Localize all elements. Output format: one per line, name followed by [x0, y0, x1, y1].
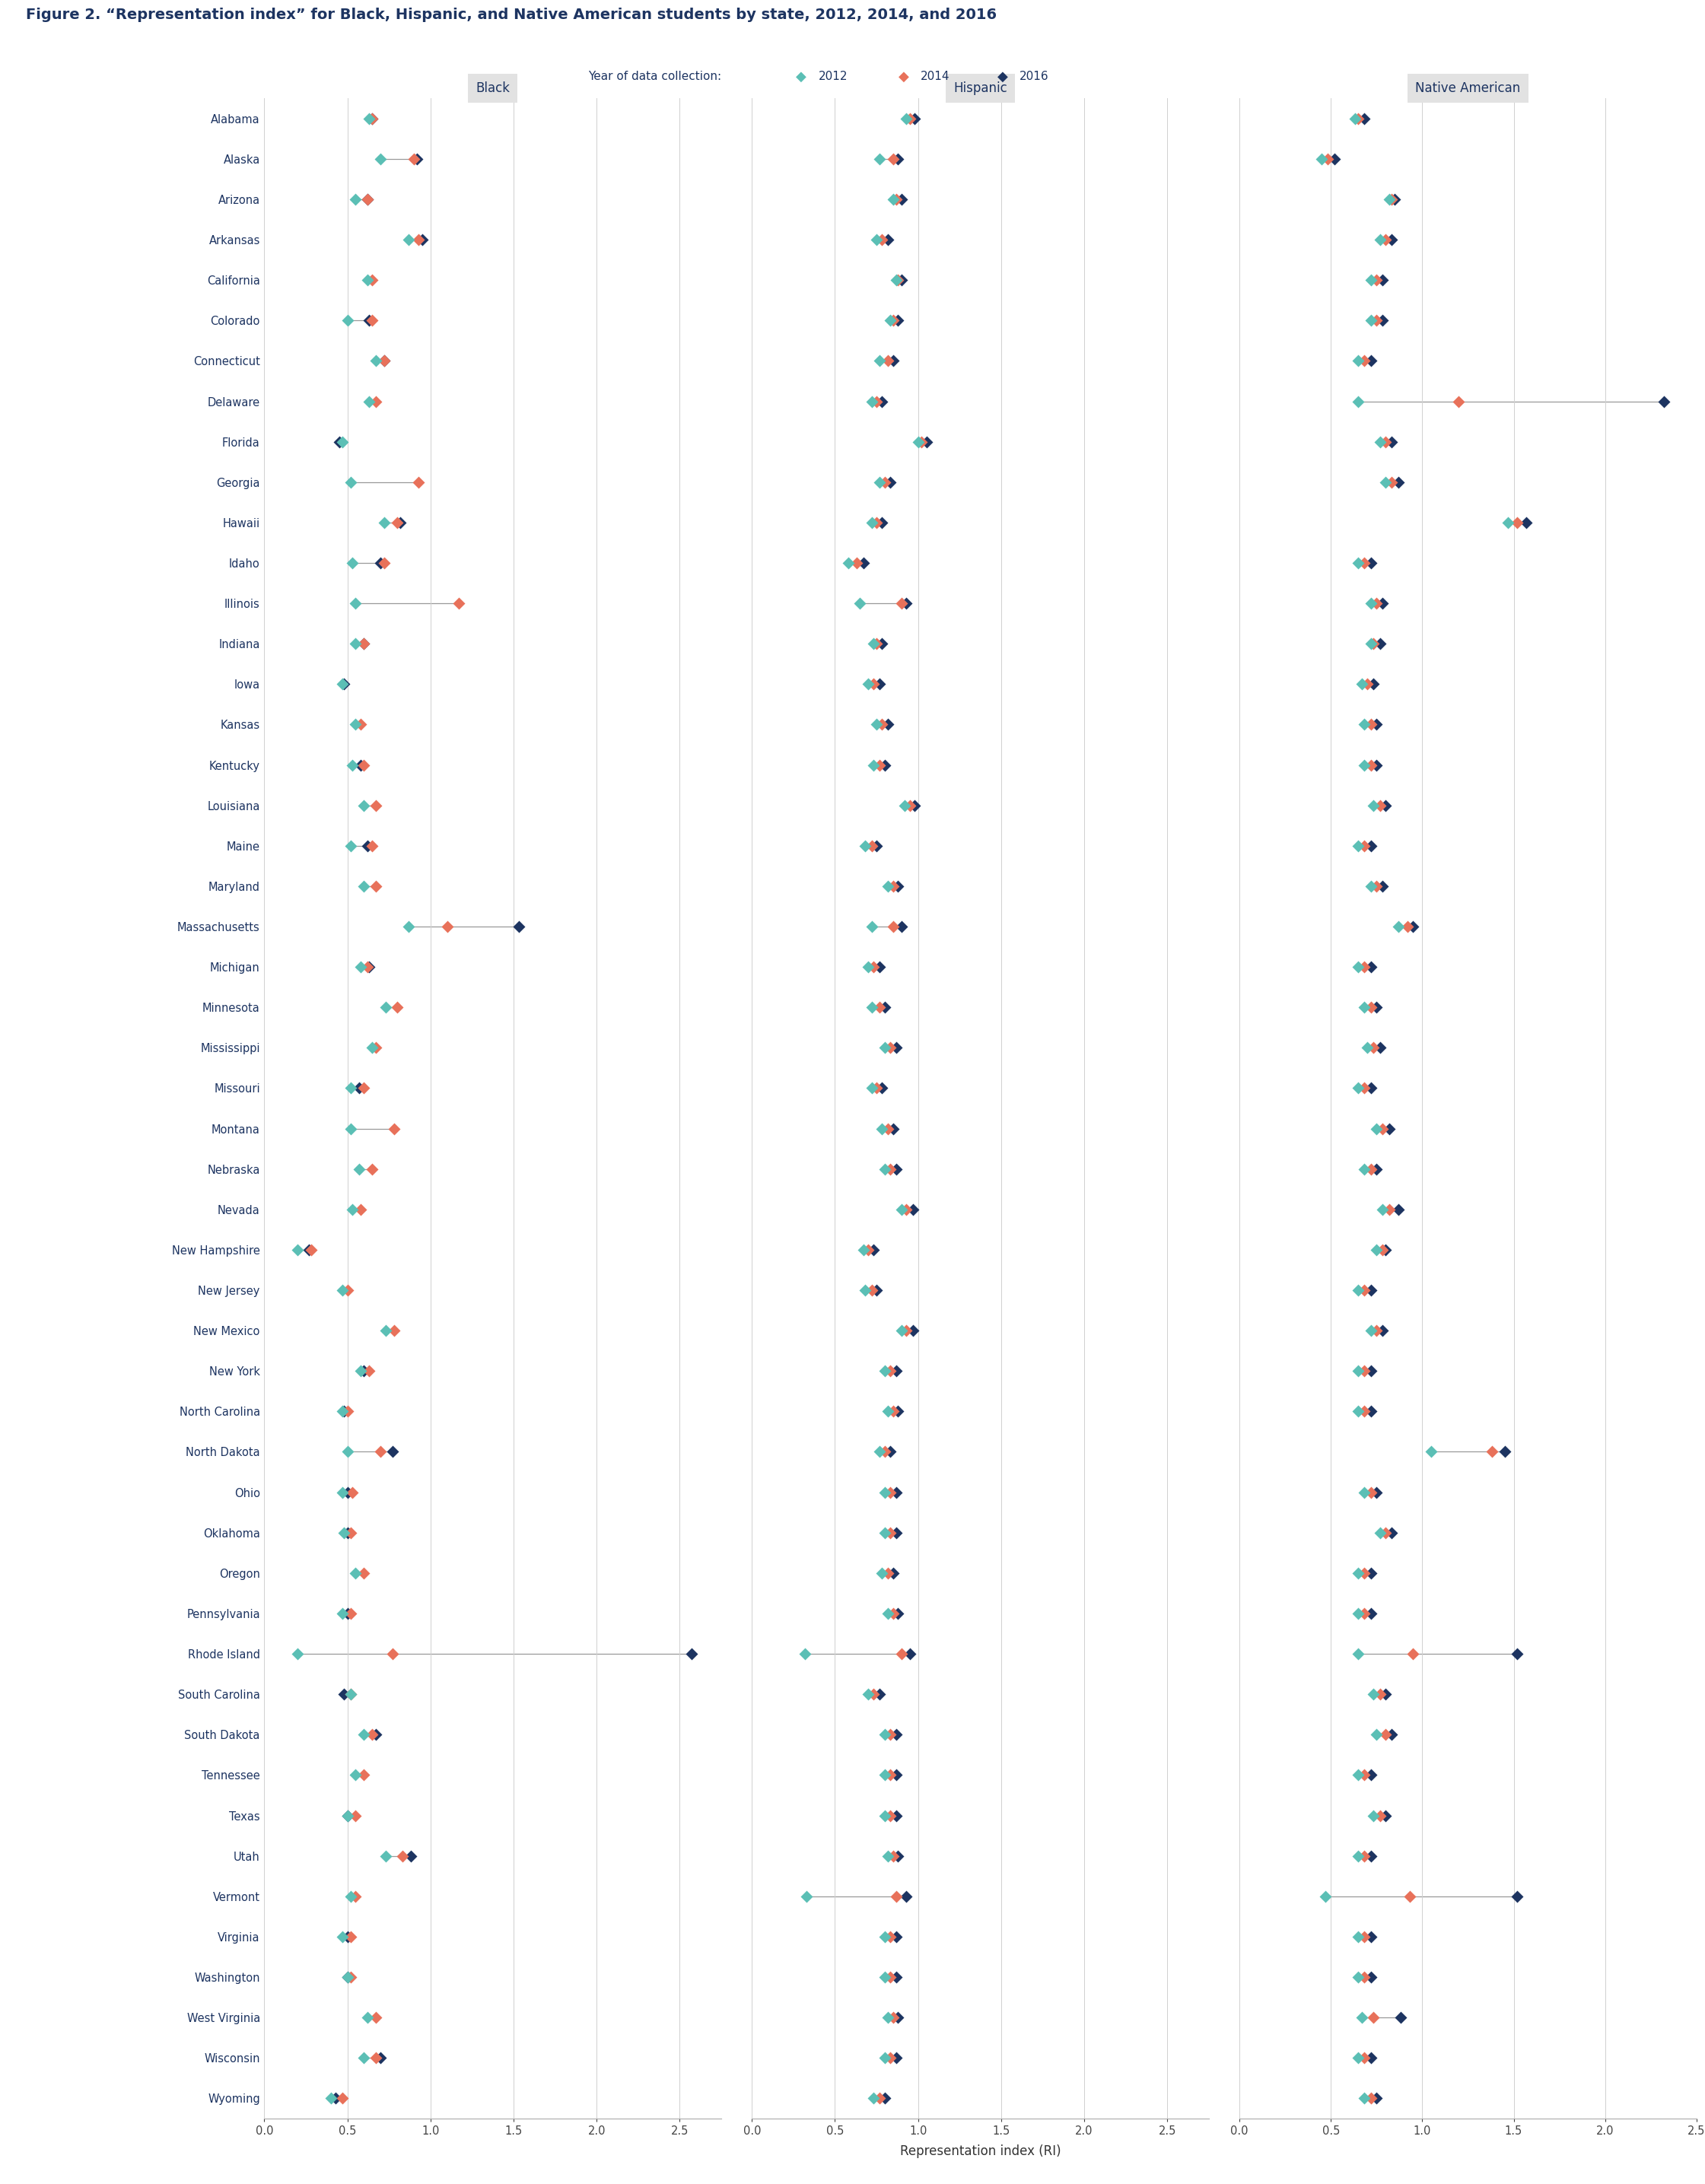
Text: ◆: ◆	[796, 70, 806, 83]
Text: 2014: 2014	[921, 70, 950, 83]
Text: Representation index (RI): Representation index (RI)	[900, 2145, 1061, 2158]
Text: ◆: ◆	[899, 70, 909, 83]
Text: 2016: 2016	[1020, 70, 1049, 83]
Text: ◆: ◆	[997, 70, 1008, 83]
Text: 2012: 2012	[818, 70, 847, 83]
Title: Native American: Native American	[1415, 81, 1521, 94]
Text: Figure 2. “Representation index” for Black, Hispanic, and Native American studen: Figure 2. “Representation index” for Bla…	[26, 7, 996, 22]
Text: Year of data collection:: Year of data collection:	[588, 70, 721, 83]
Title: Hispanic: Hispanic	[953, 81, 1008, 94]
Title: Black: Black	[476, 81, 510, 94]
